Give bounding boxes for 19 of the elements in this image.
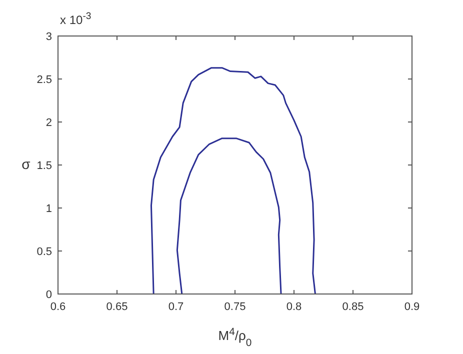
x-tick-label: 0.7	[168, 301, 184, 313]
y-tick-label: 0	[46, 289, 52, 301]
y-tick-label: 0.5	[36, 246, 52, 258]
y-axis-title: σ	[22, 156, 31, 172]
y-tick-label: 1.5	[36, 160, 52, 172]
x-tick-label: 0.8	[286, 301, 302, 313]
line-series	[176, 138, 282, 295]
x-axis-title: M$^{4}$/ρ$_{0}$	[218, 326, 252, 348]
x-tick-label: 0.6	[50, 301, 66, 313]
y-tick-label: 2	[46, 117, 52, 129]
y-tick-label: 1	[46, 203, 52, 215]
text: x 10$^{-3}$	[60, 10, 92, 27]
x-tick-label: 0.85	[342, 301, 364, 313]
line-series	[150, 67, 316, 295]
x-tick-label: 0.9	[404, 301, 420, 313]
y-tick-label: 2.5	[36, 74, 52, 86]
x-tick-label: 0.75	[224, 301, 246, 313]
y-tick-label: 3	[46, 31, 52, 43]
x-tick-label: 0.65	[106, 301, 128, 313]
